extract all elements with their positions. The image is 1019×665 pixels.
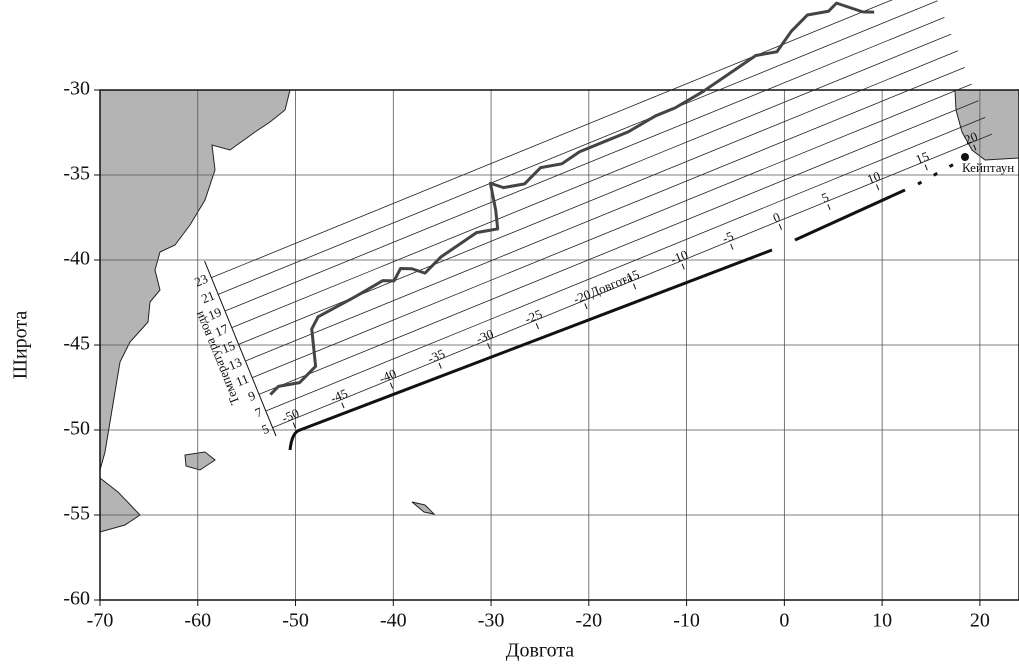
- y-tick-label: -55: [63, 503, 90, 525]
- axis-line: [204, 260, 277, 437]
- x-tick-label: -15: [620, 266, 642, 286]
- tick-mark: [584, 303, 588, 310]
- x-tick-label: -40: [377, 366, 399, 386]
- x-tick-label: -10: [668, 247, 690, 267]
- x-tick-label: -5: [720, 228, 736, 246]
- y-tick-label: 23: [192, 271, 210, 290]
- x-tick-label: -30: [474, 326, 496, 346]
- x-tick-label: -45: [328, 385, 350, 405]
- plot-frame: [99, 89, 1019, 601]
- tick-mark: [827, 204, 831, 211]
- y-tick-label: -40: [63, 248, 90, 270]
- x-tick-label: 20: [970, 610, 990, 632]
- x-tick-label: 20: [962, 128, 980, 147]
- x-tick-label: 0: [771, 209, 783, 225]
- temperature-line: [269, 1, 875, 396]
- y-tick-label: -50: [63, 418, 90, 440]
- track: [794, 188, 906, 242]
- tick-mark: [681, 263, 685, 270]
- grid-line: [272, 133, 993, 429]
- grid-line: [211, 0, 931, 279]
- y-tick-label: -60: [63, 588, 90, 610]
- ship-track: [288, 156, 966, 451]
- x-tick-label: -20: [575, 610, 602, 632]
- grid-line: [252, 83, 972, 379]
- tick-mark: [341, 402, 345, 409]
- south-georgia: [411, 501, 436, 515]
- tick-mark: [389, 382, 394, 389]
- x-tick-label: -50: [282, 610, 309, 632]
- y-tick-label: 15: [219, 338, 237, 357]
- grid-line: [258, 100, 979, 395]
- city-label: Кейптаун: [962, 160, 1014, 175]
- y-tick-label: 7: [253, 404, 265, 421]
- grid-line: [265, 117, 986, 412]
- x-tick-label: -70: [87, 610, 114, 632]
- tick-mark: [778, 223, 782, 230]
- africa: [954, 89, 1019, 161]
- tick-mark: [876, 184, 880, 191]
- y-axis-title: Широта: [10, 311, 32, 380]
- y-tick-label: 21: [199, 288, 217, 307]
- falklands: [184, 451, 216, 471]
- x-tick-label: 0: [779, 610, 789, 632]
- y-tick-label: 9: [246, 387, 258, 403]
- cape-town-marker: [961, 153, 969, 161]
- south-america: [99, 89, 291, 471]
- x-tick-label: 10: [872, 610, 892, 632]
- y-tick-label: 11: [233, 371, 250, 390]
- tick-mark: [632, 283, 637, 290]
- x-tick-label: -60: [184, 610, 211, 632]
- grid-line: [231, 33, 952, 329]
- x-tick-label: -30: [478, 610, 505, 632]
- grid-line: [224, 17, 945, 312]
- y-tick-label: 19: [206, 304, 224, 323]
- y-tick-label: -35: [63, 163, 90, 185]
- tick-mark: [973, 144, 977, 151]
- track: [288, 248, 773, 451]
- x-tick-label: 10: [865, 168, 883, 187]
- y-tick-label: 13: [226, 354, 244, 373]
- x-tick-label: -20: [571, 286, 593, 306]
- x-tick-label: -25: [523, 306, 545, 326]
- tick-mark: [924, 164, 928, 171]
- x-tick-label: -50: [279, 405, 301, 425]
- y-tick-label: 17: [213, 321, 231, 340]
- grid-line: [218, 0, 938, 295]
- tierra-del-fuego: [99, 476, 141, 533]
- y-tick-label: -45: [63, 333, 90, 355]
- tick-mark: [535, 323, 539, 330]
- y-tick-label: -30: [63, 78, 90, 100]
- x-tick-label: -10: [673, 610, 700, 632]
- tick-mark: [438, 362, 442, 369]
- tick-mark: [730, 243, 734, 250]
- x-axis-title: Довгота: [588, 269, 635, 300]
- x-tick-label: 15: [913, 148, 931, 167]
- x-tick-label: -40: [380, 610, 407, 632]
- tick-mark: [292, 422, 296, 429]
- tick-mark: [487, 342, 491, 349]
- x-tick-label: -35: [425, 346, 447, 366]
- grid-line: [245, 67, 965, 362]
- y-tick-label: 5: [259, 421, 271, 437]
- x-axis-title: Довгота: [506, 640, 575, 662]
- x-tick-label: 5: [819, 189, 831, 205]
